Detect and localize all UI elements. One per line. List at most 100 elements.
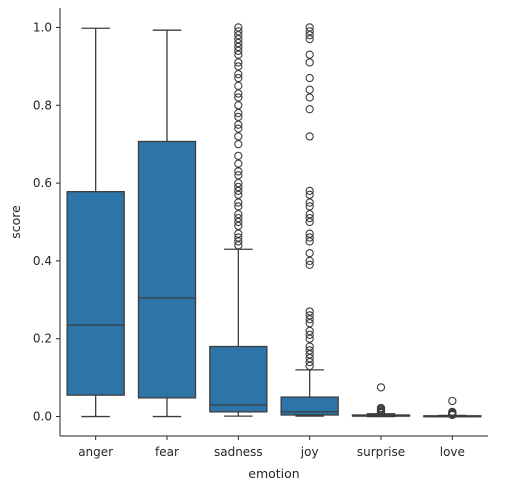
outlier-point (376, 383, 386, 392)
box-sadness (209, 345, 268, 413)
outlier-point (305, 354, 314, 363)
outlier-point (234, 237, 243, 246)
outlier-point (305, 330, 314, 339)
outlier-point (234, 132, 243, 141)
outlier-point (305, 326, 314, 336)
x-tick-label: anger (78, 445, 113, 459)
outlier-point (305, 342, 314, 351)
outlier-point (234, 140, 243, 149)
outlier-point (305, 319, 314, 328)
outlier-point (234, 81, 243, 90)
outlier-point (234, 42, 243, 52)
outlier-point (305, 260, 314, 269)
box-group-sadness (209, 23, 268, 417)
outlier-point (234, 213, 243, 223)
outlier-point (305, 202, 314, 211)
outlier-point (234, 34, 243, 44)
outlier-point (305, 311, 314, 320)
outlier-point (234, 159, 243, 168)
outlier-point (305, 217, 314, 227)
outlier-point (234, 198, 243, 207)
box-fear (137, 140, 197, 399)
outlier-point (305, 198, 314, 207)
y-tick-label: 0.6 (33, 176, 52, 190)
outlier-point (305, 58, 314, 67)
outlier-point (305, 307, 314, 316)
x-tick-label: sadness (214, 445, 263, 459)
x-axis: anger fear sadness joy surprise love (60, 435, 488, 459)
outlier-point (305, 85, 314, 94)
outlier-point (234, 186, 243, 196)
outlier-point (305, 93, 314, 102)
outlier-point (234, 38, 243, 48)
outlier-point (234, 171, 243, 180)
outlier-point (234, 89, 243, 98)
outlier-point (234, 120, 243, 129)
outlier-point (234, 241, 243, 250)
box-group-anger (66, 27, 125, 418)
outlier-point (234, 58, 243, 67)
outlier-point (234, 69, 243, 79)
outlier-point (305, 350, 314, 359)
outlier-point (305, 256, 314, 266)
box-group-joy (280, 23, 339, 417)
outlier-point (234, 151, 243, 161)
outlier-point (305, 237, 314, 246)
box-joy (280, 396, 339, 416)
y-tick-label: 0.4 (33, 254, 52, 268)
outlier-point (305, 34, 314, 44)
outlier-point (305, 27, 314, 36)
outlier-point (305, 31, 314, 40)
outlier-point (305, 190, 314, 199)
outlier-point (234, 101, 243, 110)
box-group-love (423, 396, 482, 420)
x-tick-label: love (440, 445, 465, 459)
outlier-point (305, 132, 314, 141)
outlier-point (305, 357, 314, 367)
outlier-point (234, 27, 243, 36)
outlier-point (305, 73, 314, 83)
outlier-point (305, 229, 314, 238)
outlier-point (234, 108, 243, 118)
outlier-point (234, 233, 243, 242)
outlier-point (305, 248, 314, 258)
y-tick-label: 0.0 (33, 410, 52, 424)
outlier-point (305, 315, 314, 324)
outlier-point (305, 213, 314, 223)
outlier-point (234, 124, 243, 133)
box-group-fear (137, 29, 197, 418)
y-tick-label: 0.2 (33, 332, 52, 346)
outlier-point (234, 190, 243, 199)
outlier-point (234, 112, 243, 122)
outlier-point (305, 210, 314, 219)
outlier-point (234, 62, 243, 71)
outlier-point (305, 186, 314, 196)
x-axis-label: emotion (248, 466, 299, 481)
outlier-point (234, 182, 243, 192)
box-group-surprise (351, 383, 411, 418)
plot-area (66, 23, 482, 420)
y-axis: 0.0 0.2 0.4 0.6 0.8 1.0 (33, 8, 61, 436)
y-tick-label: 0.8 (33, 98, 52, 112)
outlier-point (234, 31, 243, 40)
x-tick-label: surprise (357, 445, 405, 459)
outlier-point (234, 50, 243, 59)
outlier-point (234, 217, 243, 227)
outlier-point (234, 221, 243, 231)
x-tick-label: fear (155, 445, 179, 459)
outlier-point (234, 23, 243, 32)
outlier-point (234, 167, 243, 176)
outlier-point (234, 210, 243, 219)
outlier-point (234, 202, 243, 211)
outlier-point (234, 46, 243, 55)
outlier-point (305, 50, 314, 59)
outlier-point (305, 334, 314, 343)
y-tick-label: 1.0 (33, 20, 52, 34)
outlier-point (234, 229, 243, 238)
box-anger (66, 191, 125, 396)
outlier-point (234, 73, 243, 83)
outlier-point (305, 105, 314, 114)
outlier-point (305, 23, 314, 32)
outlier-point (305, 346, 314, 355)
